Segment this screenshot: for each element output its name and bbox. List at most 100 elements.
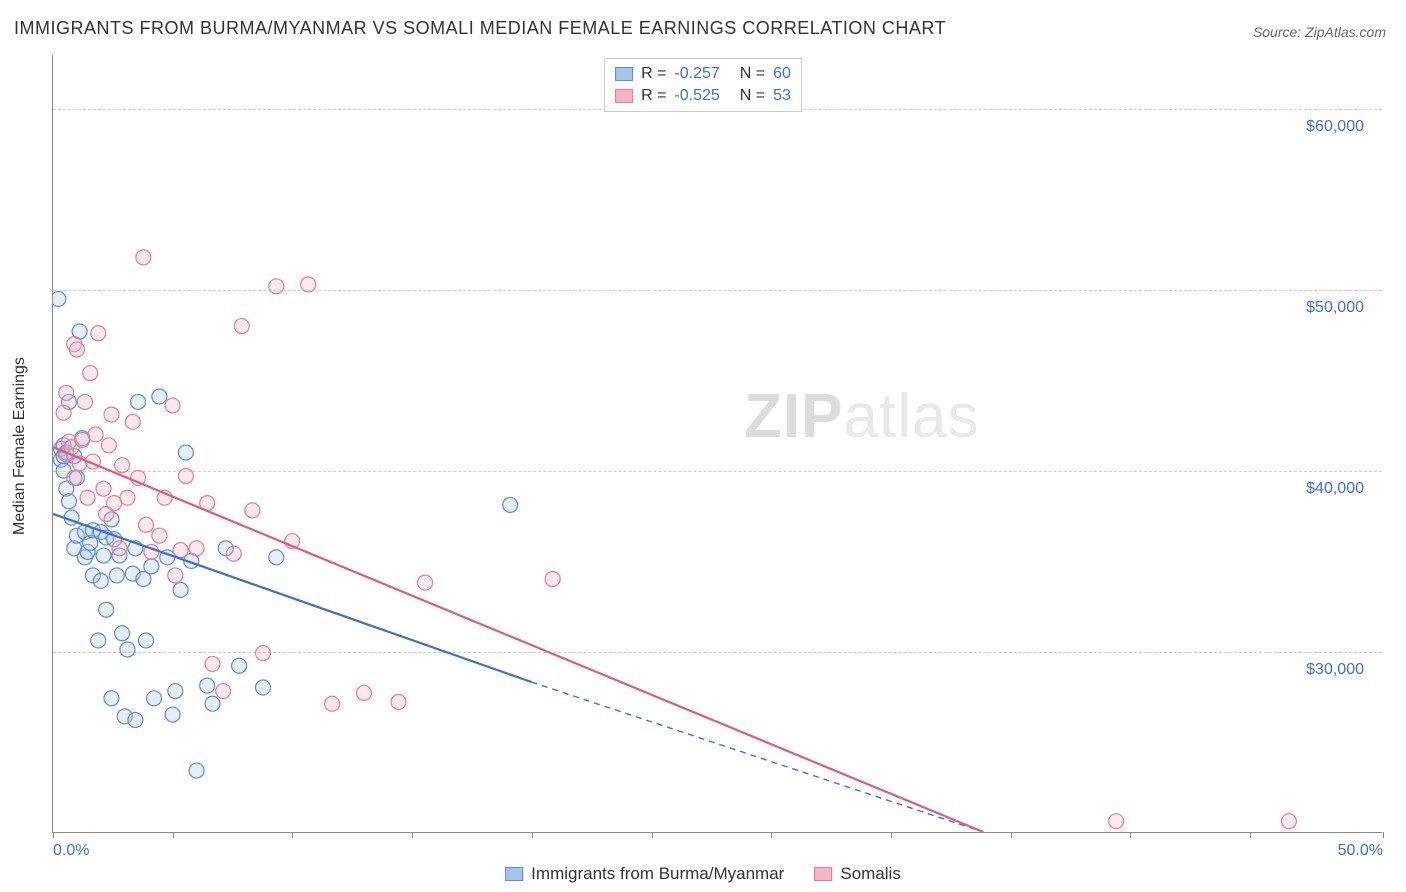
scatter-point (189, 541, 204, 556)
x-tick-mark (292, 832, 293, 838)
y-axis-label: Median Female Earnings (11, 357, 29, 535)
legend-swatch (814, 867, 832, 881)
scatter-point (168, 568, 183, 583)
scatter-point (205, 696, 220, 711)
scatter-point (104, 691, 119, 706)
scatter-point (96, 548, 111, 563)
scatter-point (115, 458, 130, 473)
scatter-point (255, 680, 270, 695)
scatter-point (139, 633, 154, 648)
scatter-point (77, 394, 92, 409)
scatter-point (144, 559, 159, 574)
scatter-point (173, 582, 188, 597)
scatter-point (91, 326, 106, 341)
series-legend: Immigrants from Burma/Myanmar Somalis (505, 864, 901, 884)
legend-r-label: R = (641, 87, 666, 105)
correlation-legend: R = -0.257 N = 60 R = -0.525N = 53 (604, 58, 802, 112)
chart-title: IMMIGRANTS FROM BURMA/MYANMAR VS SOMALI … (14, 18, 946, 39)
scatter-point (168, 684, 183, 699)
scatter-point (391, 694, 406, 709)
scatter-point (503, 497, 518, 512)
scatter-point (165, 398, 180, 413)
scatter-point (61, 494, 76, 509)
scatter-point (99, 602, 114, 617)
scatter-point (136, 250, 151, 265)
x-tick-mark (532, 832, 533, 838)
scatter-point (59, 385, 74, 400)
legend-r-value: -0.525 (674, 87, 719, 105)
legend-item: Immigrants from Burma/Myanmar (505, 864, 784, 884)
legend-swatch (615, 89, 633, 103)
scatter-point (131, 394, 146, 409)
legend-n-value: 53 (773, 87, 791, 105)
scatter-point (80, 490, 95, 505)
scatter-point (234, 319, 249, 334)
chart-svg (53, 55, 1382, 832)
scatter-point (356, 685, 371, 700)
x-tick-mark (1383, 832, 1384, 838)
scatter-point (200, 678, 215, 693)
legend-r-label: R = (641, 65, 666, 83)
scatter-point (139, 517, 154, 532)
scatter-point (152, 389, 167, 404)
source-attribution: Source: ZipAtlas.com (1253, 24, 1386, 40)
x-tick-label: 50.0% (1338, 842, 1383, 860)
scatter-point (232, 658, 247, 673)
plot-area: ZIPatlas $30,000$40,000$50,000$60,0000.0… (52, 55, 1382, 833)
x-tick-mark (173, 832, 174, 838)
scatter-point (245, 503, 260, 518)
scatter-point (69, 342, 84, 357)
scatter-point (178, 445, 193, 460)
scatter-point (91, 633, 106, 648)
scatter-point (56, 405, 71, 420)
scatter-point (112, 541, 127, 556)
scatter-point (1109, 814, 1124, 829)
legend-n-value: 60 (773, 65, 791, 83)
scatter-point (104, 407, 119, 422)
scatter-point (325, 696, 340, 711)
scatter-point (101, 438, 116, 453)
legend-item: Somalis (814, 864, 900, 884)
legend-label: Somalis (840, 864, 900, 884)
x-tick-mark (771, 832, 772, 838)
scatter-point (128, 712, 143, 727)
scatter-point (67, 470, 82, 485)
scatter-point (120, 642, 135, 657)
scatter-point (93, 573, 108, 588)
scatter-point (269, 550, 284, 565)
scatter-point (1281, 814, 1296, 829)
legend-n-label: N = (740, 65, 765, 83)
legend-row: R = -0.257 N = 60 (615, 63, 791, 85)
scatter-point (216, 684, 231, 699)
x-tick-mark (1250, 832, 1251, 838)
scatter-point (173, 543, 188, 558)
x-tick-mark (1011, 832, 1012, 838)
scatter-point (205, 656, 220, 671)
scatter-point (120, 490, 135, 505)
scatter-point (165, 707, 180, 722)
scatter-point (152, 528, 167, 543)
scatter-point (301, 277, 316, 292)
scatter-point (147, 691, 162, 706)
x-tick-label: 0.0% (53, 842, 89, 860)
x-tick-mark (652, 832, 653, 838)
scatter-point (178, 469, 193, 484)
scatter-point (418, 575, 433, 590)
x-tick-mark (53, 832, 54, 838)
x-tick-mark (1130, 832, 1131, 838)
scatter-point (255, 646, 270, 661)
x-tick-mark (891, 832, 892, 838)
scatter-point (96, 481, 111, 496)
scatter-point (545, 572, 560, 587)
scatter-point (53, 291, 66, 306)
legend-swatch (615, 67, 633, 81)
x-tick-mark (412, 832, 413, 838)
legend-row: R = -0.525N = 53 (615, 85, 791, 107)
scatter-point (226, 546, 241, 561)
scatter-point (83, 366, 98, 381)
scatter-point (88, 427, 103, 442)
scatter-point (269, 279, 284, 294)
legend-r-value: -0.257 (674, 65, 719, 83)
scatter-point (115, 626, 130, 641)
scatter-point (109, 568, 124, 583)
